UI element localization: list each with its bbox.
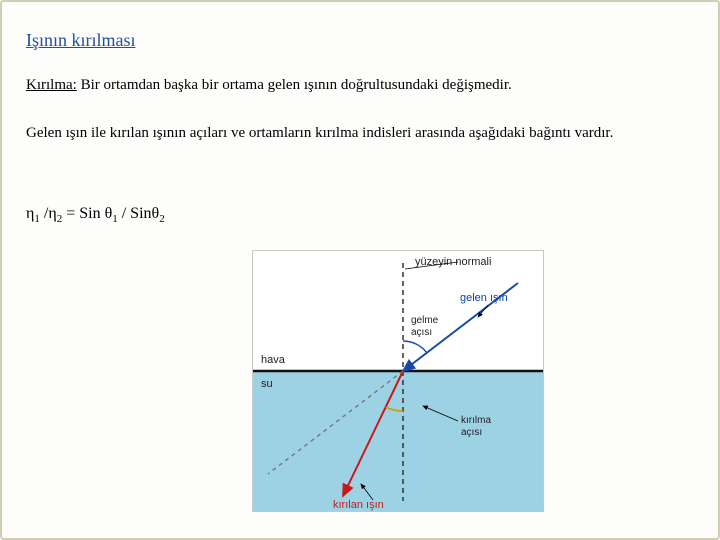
eq-eq: = Sin θ xyxy=(62,205,112,222)
page-title: Işının kırılması xyxy=(26,30,136,51)
refraction-diagram: yüzeyin normaligelmeaçısıgelen ışınhavas… xyxy=(252,250,544,512)
eq-eta2: η xyxy=(48,205,56,222)
sky-region xyxy=(253,251,543,371)
equation: η1 /η2 = Sin θ1 / Sinθ2 xyxy=(26,202,694,228)
p1-body: Bir ortamdan başka bir ortama gelen ışın… xyxy=(77,77,512,93)
diagram-svg: yüzeyin normaligelmeaçısıgelen ışınhavas… xyxy=(253,251,543,511)
p1-label: Kırılma: xyxy=(26,77,77,93)
paragraph-1: Kırılma: Bir ortamdan başka bir ortama g… xyxy=(26,74,694,97)
eq-slash2: / Sinθ xyxy=(118,205,159,222)
label-hava: hava xyxy=(261,354,286,366)
paragraph-2: Gelen ışın ile kırılan ışının açıları ve… xyxy=(26,122,694,145)
label-refracted-ray: kırılan ışın xyxy=(333,499,384,511)
label-kirilma-1: kırılma xyxy=(461,415,491,426)
label-gelme-acisi-2: açısı xyxy=(411,327,432,338)
label-kirilma-2: açısı xyxy=(461,427,482,438)
water-region xyxy=(253,371,543,511)
label-incident-ray: gelen ışın xyxy=(460,292,508,304)
label-su: su xyxy=(261,378,273,390)
eq-theta2: 2 xyxy=(159,213,165,225)
label-gelme-acisi-1: gelme xyxy=(411,315,439,326)
